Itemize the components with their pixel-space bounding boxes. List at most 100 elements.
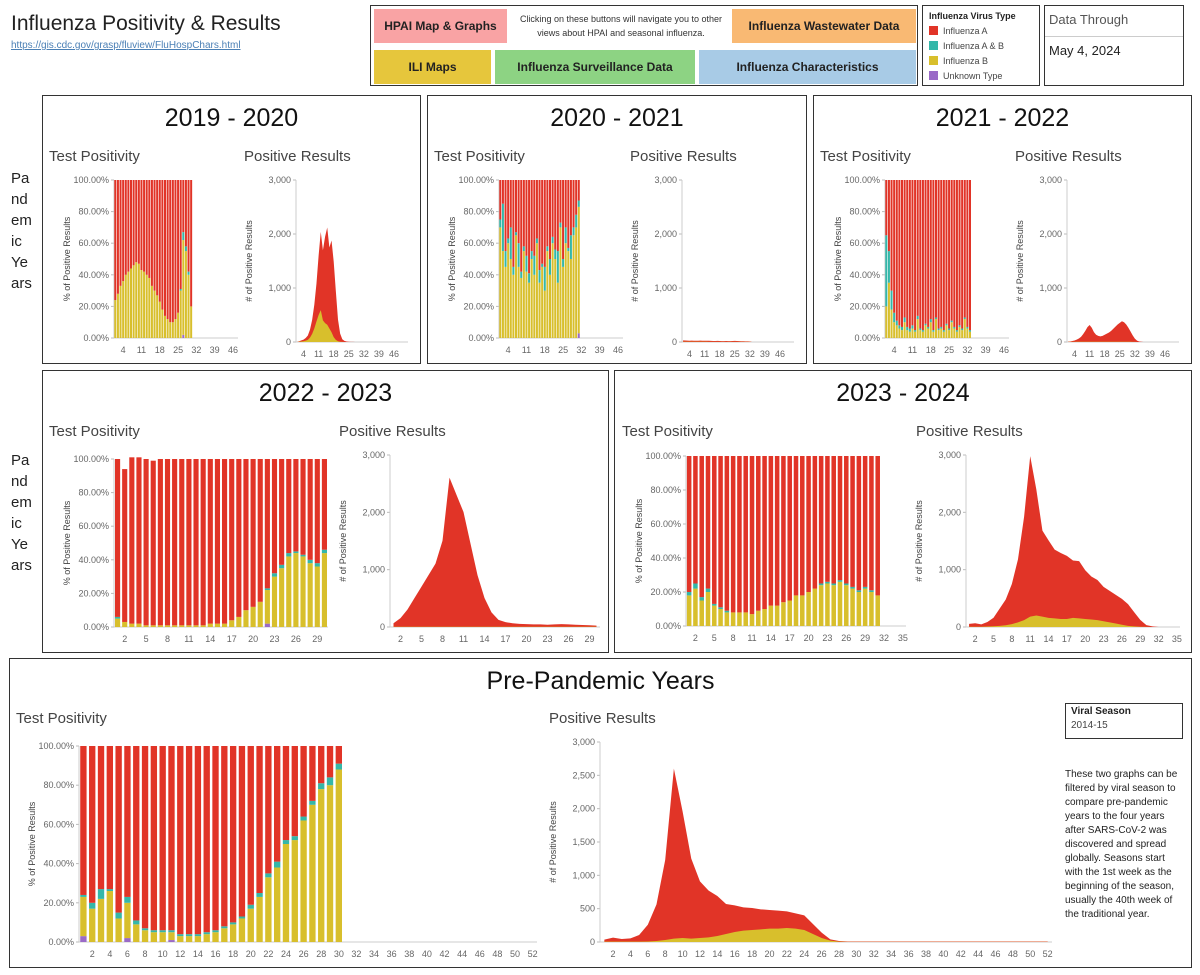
x-tick-label: 22 xyxy=(782,949,792,959)
bar-segment-influenza-b xyxy=(122,621,128,627)
bar-segment-influenza-a xyxy=(522,180,525,247)
ili-maps-button[interactable]: ILI Maps xyxy=(374,50,491,84)
bar-segment-influenza-a xyxy=(737,456,742,613)
bar-segment-influenza-b xyxy=(559,227,562,338)
y-tick-label: 60.00% xyxy=(43,819,74,829)
bar-segment-influenza-b xyxy=(168,932,175,941)
bar-segment-influenza-b xyxy=(122,281,125,338)
y-tick-label: 0 xyxy=(956,622,961,632)
bar-segment-influenza-b xyxy=(686,595,692,626)
bar-segment-influenza-ab xyxy=(80,894,87,897)
results-title: Positive Results xyxy=(244,148,351,165)
x-tick-label: 23 xyxy=(542,634,552,644)
legend-item-unknown[interactable]: Unknown Type xyxy=(929,68,1033,83)
bar-segment-influenza-a xyxy=(893,180,896,313)
bar-segment-influenza-a xyxy=(831,456,836,584)
season-panel-2020-2021: 2020 - 2021 Test Positivity Positive Res… xyxy=(427,95,807,364)
bar-segment-influenza-b xyxy=(194,936,202,942)
bar-segment-influenza-a xyxy=(787,456,792,601)
source-link[interactable]: https://gis.cdc.gov/grasp/fluview/FluHos… xyxy=(11,40,241,51)
characteristics-button[interactable]: Influenza Characteristics xyxy=(699,50,916,84)
y-tick-label: 100.00% xyxy=(844,175,880,185)
bar-segment-influenza-a xyxy=(150,746,158,931)
bar-segment-influenza-b xyxy=(137,263,140,338)
bar-segment-influenza-b xyxy=(221,623,228,627)
legend-item-influenza-a[interactable]: Influenza A xyxy=(929,23,1033,38)
x-tick-label: 44 xyxy=(457,949,467,959)
bar-segment-influenza-a xyxy=(97,746,105,890)
bar-segment-influenza-ab xyxy=(179,289,182,291)
bar-segment-influenza-a xyxy=(321,459,328,550)
bar-segment-influenza-b xyxy=(898,328,901,338)
legend-item-influenza-ab[interactable]: Influenza A & B xyxy=(929,38,1033,53)
y-tick-label: 80.00% xyxy=(43,780,74,790)
x-tick-label: 8 xyxy=(731,633,736,643)
area-influenza-b xyxy=(604,928,1048,942)
bar-segment-influenza-b xyxy=(693,588,698,626)
positivity-chart-2019-2020: % of Positive Results 0.00% 20.00% 40.00% 60… xyxy=(62,175,238,355)
bar-segment-influenza-b xyxy=(793,595,799,626)
bar-segment-influenza-b xyxy=(238,918,246,942)
bar-segment-influenza-b xyxy=(901,330,903,338)
surveillance-data-button[interactable]: Influenza Surveillance Data xyxy=(495,50,695,84)
bar-segment-influenza-a xyxy=(137,180,140,264)
hpai-map-button[interactable]: HPAI Map & Graphs xyxy=(374,9,507,43)
bar-segment-influenza-ab xyxy=(520,271,523,278)
bar-segment-influenza-ab xyxy=(950,320,953,323)
x-tick-label: 46 xyxy=(999,345,1009,355)
bar-segment-influenza-ab xyxy=(89,902,96,909)
bar-segment-influenza-a xyxy=(504,180,507,252)
bar-segment-influenza-b xyxy=(257,601,263,627)
x-tick-label: 2 xyxy=(973,634,978,644)
bar-segment-influenza-ab xyxy=(940,326,943,329)
bar-segment-influenza-a xyxy=(515,180,517,233)
bar-segment-influenza-ab xyxy=(885,235,888,307)
bar-segment-influenza-a xyxy=(932,180,935,331)
bar-segment-influenza-ab xyxy=(937,328,940,331)
bar-segment-influenza-b xyxy=(124,274,127,338)
area-influenza-a xyxy=(393,477,597,627)
y-tick-label: 40.00% xyxy=(43,859,74,869)
bar-segment-influenza-a xyxy=(953,180,956,327)
y-tick-label: 1,000 xyxy=(938,565,961,575)
bar-segment-influenza-ab xyxy=(159,930,166,933)
x-tick-label: 11 xyxy=(908,345,917,355)
bar-segment-influenza-b xyxy=(186,625,192,627)
bar-segment-influenza-ab xyxy=(895,320,898,326)
bar-segment-influenza-b xyxy=(264,590,270,624)
x-tick-label: 11 xyxy=(137,345,146,355)
bar-segment-influenza-b xyxy=(150,932,158,942)
bar-segment-influenza-a xyxy=(265,746,272,874)
bar-segment-influenza-a xyxy=(164,459,171,626)
y-tick-label: 100.00% xyxy=(73,454,109,464)
bar-segment-unknown xyxy=(124,938,131,942)
wastewater-data-button[interactable]: Influenza Wastewater Data xyxy=(732,9,916,43)
bar-segment-influenza-b xyxy=(135,262,138,338)
bar-segment-influenza-a xyxy=(774,456,780,606)
y-tick-label: 40.00% xyxy=(78,555,109,565)
y-tick-label: 1,500 xyxy=(572,837,595,847)
x-tick-label: 23 xyxy=(269,634,279,644)
x-tick-label: 39 xyxy=(1145,349,1155,359)
y-tick-label: 3,000 xyxy=(268,175,291,185)
bar-segment-influenza-a xyxy=(291,746,298,837)
bar-segment-influenza-a xyxy=(171,180,174,323)
bar-segment-influenza-ab xyxy=(924,323,927,326)
bar-segment-influenza-b xyxy=(174,319,177,338)
bar-segment-influenza-a xyxy=(177,746,184,935)
viral-season-value[interactable]: 2014-15 xyxy=(1071,720,1108,731)
bar-segment-influenza-b xyxy=(80,896,87,937)
bar-segment-influenza-a xyxy=(186,459,192,626)
legend-item-influenza-b[interactable]: Influenza B xyxy=(929,53,1033,68)
bar-segment-influenza-ab xyxy=(932,330,935,332)
bar-segment-influenza-b xyxy=(97,898,105,942)
viral-season-filter[interactable]: Viral Season 2014-15 xyxy=(1065,703,1183,739)
y-tick-label: 2,000 xyxy=(654,229,677,239)
bar-segment-influenza-a xyxy=(906,180,909,327)
bar-segment-influenza-b xyxy=(906,330,909,338)
bar-segment-influenza-ab xyxy=(898,325,901,329)
x-tick-label: 32 xyxy=(962,345,972,355)
bar-segment-influenza-b xyxy=(911,328,914,338)
bar-segment-influenza-a xyxy=(229,459,235,621)
results-chart-pre-pandemic: # of Positive Results 0 500 1,000 1,500 2,000… xyxy=(548,737,1053,959)
